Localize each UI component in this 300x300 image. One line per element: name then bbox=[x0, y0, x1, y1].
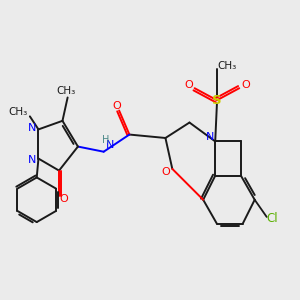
Text: H: H bbox=[102, 135, 109, 146]
Text: N: N bbox=[28, 155, 37, 165]
Text: O: O bbox=[60, 194, 69, 204]
Text: S: S bbox=[212, 94, 222, 107]
Text: O: O bbox=[113, 101, 122, 111]
Text: N: N bbox=[28, 123, 37, 133]
Text: CH₃: CH₃ bbox=[217, 61, 236, 71]
Text: O: O bbox=[161, 167, 170, 177]
Text: O: O bbox=[184, 80, 193, 91]
Text: CH₃: CH₃ bbox=[8, 107, 28, 117]
Text: O: O bbox=[241, 80, 250, 91]
Text: CH₃: CH₃ bbox=[56, 85, 76, 96]
Text: Cl: Cl bbox=[266, 212, 278, 225]
Text: N: N bbox=[106, 140, 114, 150]
Text: N: N bbox=[206, 132, 214, 142]
